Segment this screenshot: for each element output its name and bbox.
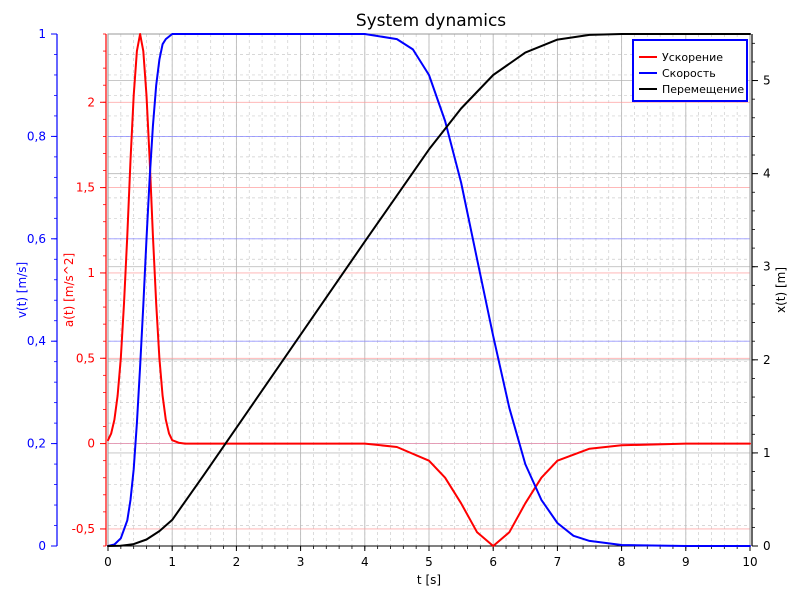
- legend: Ускорение Скорость Перемещение: [632, 39, 748, 102]
- series-line-acceleration: [107, 33, 751, 547]
- chart-title: System dynamics: [356, 11, 506, 31]
- y-tick-label-displacement: 4: [763, 167, 771, 181]
- x-tick-label: 7: [554, 555, 562, 569]
- x-tick-label: 5: [425, 555, 433, 569]
- x-tick-label: 9: [682, 555, 690, 569]
- y-axis-label-velocity: v(t) [m/s]: [15, 262, 29, 318]
- y-tick-label-velocity: 0,6: [27, 232, 46, 246]
- y-axis-label-displacement: x(t) [m]: [774, 267, 788, 313]
- legend-label: Скорость: [662, 67, 716, 80]
- y-tick-label-acceleration: 1,5: [76, 181, 95, 195]
- y-tick-label-displacement: 3: [763, 260, 771, 274]
- y-axis-label-acceleration: a(t) [m/s^2]: [62, 253, 76, 327]
- y-tick-label-velocity: 0: [38, 539, 46, 553]
- series: [107, 33, 751, 547]
- y-tick-label-displacement: 2: [763, 353, 771, 367]
- y-tick-label-acceleration: 2: [87, 95, 95, 109]
- legend-box: [632, 39, 748, 102]
- y-tick-label-velocity: 1: [38, 27, 46, 41]
- y-tick-label-displacement: 0: [763, 539, 771, 553]
- x-tick-label: 10: [742, 555, 757, 569]
- legend-label: Ускорение: [662, 51, 723, 64]
- legend-label: Перемещение: [662, 83, 744, 96]
- y-tick-label-acceleration: 1: [87, 266, 95, 280]
- x-tick-label: 0: [104, 555, 112, 569]
- y-tick-label-displacement: 5: [763, 74, 771, 88]
- y-tick-label-displacement: 1: [763, 446, 771, 460]
- series-line-displacement: [107, 33, 751, 547]
- x-tick-label: 1: [168, 555, 176, 569]
- x-tick-label: 6: [489, 555, 497, 569]
- x-axis-label: t [s]: [417, 573, 441, 587]
- y-tick-label-acceleration: 0,5: [76, 351, 95, 365]
- x-tick-label: 3: [297, 555, 305, 569]
- y-tick-label-velocity: 0,4: [27, 334, 46, 348]
- y-tick-label-velocity: 0,2: [27, 437, 46, 451]
- y-tick-label-acceleration: -0,5: [72, 522, 95, 536]
- y-tick-label-acceleration: 0: [87, 437, 95, 451]
- series-line-velocity: [107, 33, 751, 547]
- y-tick-label-velocity: 0,8: [27, 129, 46, 143]
- x-tick-label: 4: [361, 555, 369, 569]
- x-tick-label: 2: [233, 555, 241, 569]
- x-tick-label: 8: [618, 555, 626, 569]
